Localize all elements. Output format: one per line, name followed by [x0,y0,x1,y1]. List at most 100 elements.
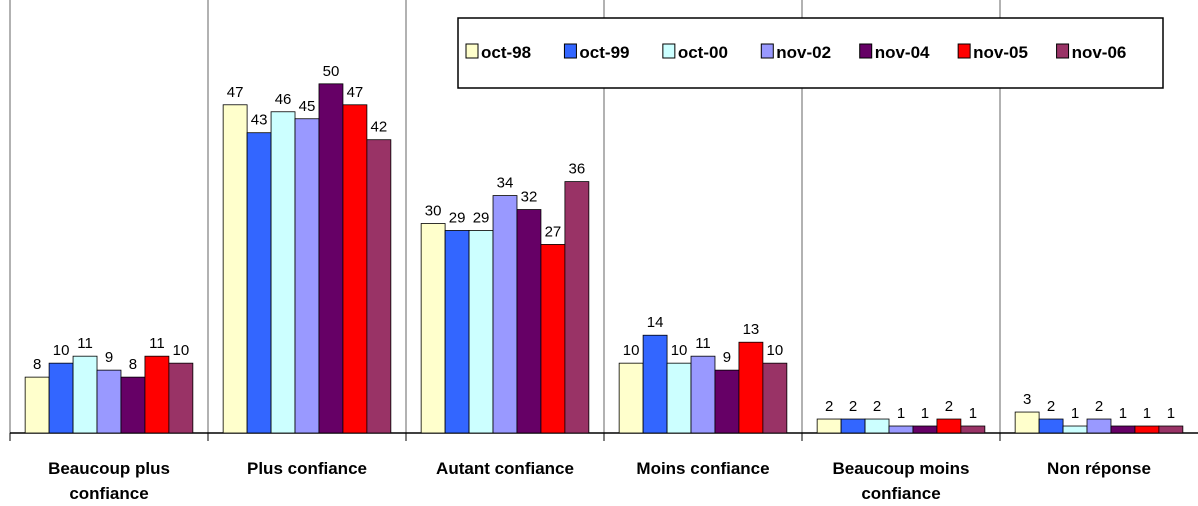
value-label: 2 [1095,398,1103,415]
bar [96,369,122,434]
legend-swatch [760,43,774,59]
value-label: 1 [969,405,977,422]
value-label: 30 [425,203,442,220]
legend-label: nov-02 [776,43,831,62]
bar [960,425,986,434]
bar [120,376,146,434]
x-tick-label: Beaucoup plus confiance [48,459,170,503]
value-label: 47 [227,84,244,101]
bar [1110,425,1136,434]
bar [222,104,248,434]
bar [492,195,518,434]
value-label: 11 [149,335,165,352]
value-label: 36 [569,161,586,178]
value-label: 11 [77,335,93,352]
bar [366,139,392,434]
value-label: 11 [695,335,711,352]
value-label: 43 [251,112,268,129]
legend-label: nov-05 [973,43,1028,62]
value-label: 8 [33,356,41,373]
bar [270,111,296,434]
bar [1062,425,1088,434]
value-label: 1 [921,405,929,422]
bar [762,362,788,434]
bar [690,355,716,434]
value-label: 10 [173,342,190,359]
value-label: 42 [371,119,388,136]
value-label: 1 [1167,405,1175,422]
value-label: 3 [1023,391,1031,408]
value-label: 46 [275,91,292,108]
legend-label: oct-00 [678,43,728,62]
x-tick-label: Moins confiance [636,459,770,478]
x-tick-label: Autant confiance [436,459,574,478]
value-label: 1 [897,405,905,422]
bar [738,341,764,434]
value-label: 1 [1119,405,1127,422]
bar [318,83,344,434]
bar [840,418,866,434]
value-label: 45 [299,98,316,115]
bar [714,369,740,434]
bar [246,132,272,434]
value-label: 10 [671,342,688,359]
value-label: 1 [1071,405,1079,422]
legend-label: oct-98 [481,43,531,62]
bar [1038,418,1064,434]
value-label: 10 [767,342,784,359]
bar [444,230,470,434]
legend-label: oct-99 [579,43,629,62]
value-label: 50 [323,63,340,80]
bar [1086,418,1112,434]
legend-label: nov-06 [1072,43,1127,62]
value-label: 10 [53,342,70,359]
bar [24,376,50,434]
bar [642,334,668,434]
value-label: 27 [545,223,562,240]
legend-swatch [1056,43,1070,59]
value-label: 13 [743,321,760,338]
value-label: 1 [1143,405,1151,422]
value-label: 34 [497,175,514,192]
value-label: 14 [647,314,664,331]
bar [540,244,566,434]
bar [48,362,74,434]
legend-swatch [859,43,873,59]
bar [564,181,590,434]
bar [294,118,320,434]
bar [144,355,170,434]
value-label: 29 [473,209,490,226]
value-label: 10 [623,342,640,359]
value-label: 29 [449,209,466,226]
legend-swatch [465,43,479,59]
bar [1158,425,1184,434]
bar [864,418,890,434]
value-label: 2 [1047,398,1055,415]
value-label: 2 [945,398,953,415]
bar [468,230,494,434]
value-label: 2 [825,398,833,415]
x-tick-label: Plus confiance [247,459,367,478]
legend-swatch [563,43,577,59]
legend-swatch [957,43,971,59]
bar [1014,411,1040,434]
bar [912,425,938,434]
value-label: 2 [849,398,857,415]
bar [72,355,98,434]
bar [888,425,914,434]
x-tick-label: Non réponse [1047,459,1151,478]
value-label: 8 [129,356,137,373]
value-label: 47 [347,84,364,101]
legend-label: nov-04 [875,43,930,62]
value-label: 9 [723,349,731,366]
value-label: 2 [873,398,881,415]
value-label: 9 [105,349,113,366]
bar [666,362,692,434]
bar [936,418,962,434]
bar [816,418,842,434]
bar [342,104,368,434]
x-tick-label: Beaucoup moins confiance [832,459,970,503]
legend-swatch [662,43,676,59]
